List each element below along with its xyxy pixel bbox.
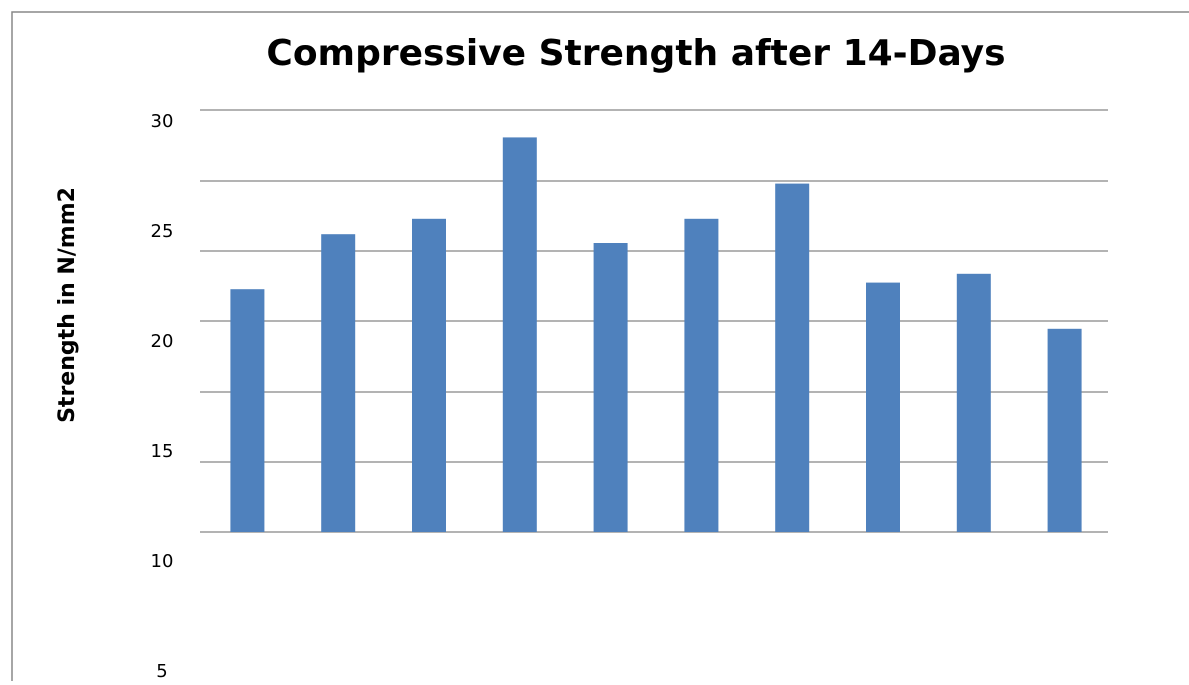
bar: [593, 243, 628, 532]
y-tick-label: 30: [151, 111, 174, 132]
bar: [1047, 328, 1082, 532]
bar: [775, 183, 810, 532]
y-axis-label: Strength in N/mm2: [55, 187, 80, 423]
y-tick-label: 20: [151, 331, 174, 352]
bar: [866, 282, 900, 532]
y-tick-label: 25: [151, 221, 174, 242]
y-tick-label: 5: [156, 661, 167, 681]
bar: [412, 218, 446, 533]
bar: [230, 289, 265, 532]
bar: [684, 218, 719, 533]
chart-title: Compressive Strength after 14-Days: [266, 33, 1005, 74]
bar: [502, 137, 537, 532]
y-tick-label: 15: [151, 441, 174, 462]
bar: [956, 273, 991, 532]
y-tick-label: 10: [151, 551, 174, 572]
bar: [321, 234, 356, 532]
